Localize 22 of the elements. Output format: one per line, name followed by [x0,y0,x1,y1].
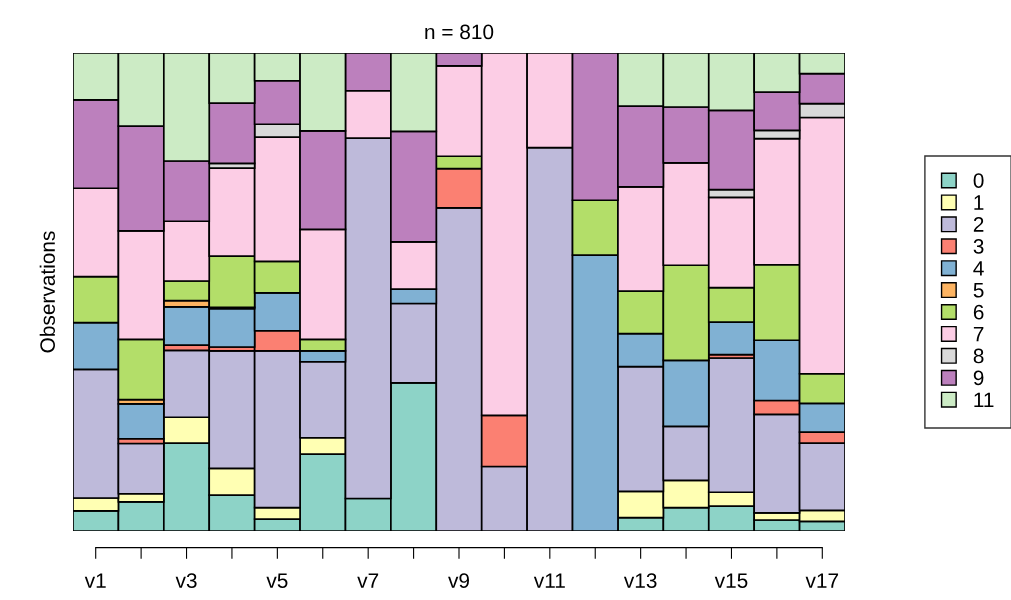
x-tick-label: v15 [714,573,748,588]
legend-label: 9 [973,370,984,386]
legend-label: 0 [973,173,984,188]
chart-title: n = 810 [425,24,494,40]
legend-label: 4 [973,261,984,276]
x-tick-label: v5 [266,573,288,588]
x-tick-label: v9 [448,573,470,588]
legend-label: 6 [973,304,984,320]
x-tick-label: v7 [357,573,379,588]
legend-label: 11 [974,392,994,407]
legend-label: 2 [973,217,984,232]
x-tick-label: v13 [623,573,657,588]
x-tick-label: v1 [84,573,106,588]
y-axis-title: Observations [39,231,55,353]
legend-label: 3 [973,239,984,254]
legend-label: 7 [973,326,984,342]
legend-label: 1 [974,195,984,210]
legend-label: 8 [973,348,984,364]
x-tick-label: v11 [533,573,565,588]
x-tick-label: v3 [175,573,197,588]
legend-label: 5 [973,283,984,298]
x-tick-label: v17 [805,573,839,588]
